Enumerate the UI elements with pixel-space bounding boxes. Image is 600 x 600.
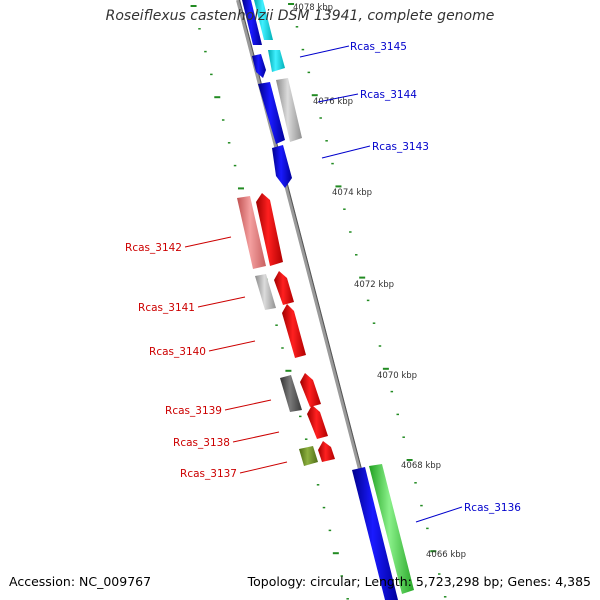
leader-line-rcas-3141 — [197, 296, 246, 308]
feature-pink[interactable] — [237, 196, 266, 269]
leader-line-rcas-3138 — [232, 431, 280, 443]
feature-blue[interactable] — [272, 145, 292, 188]
leader-line-rcas-3137 — [239, 461, 288, 474]
feature-blue[interactable] — [258, 82, 285, 144]
gene-label-rcas-3139[interactable]: Rcas_3139 — [165, 405, 222, 417]
feature-red[interactable] — [274, 271, 294, 305]
feature-cyan[interactable] — [254, 0, 273, 40]
feature-green[interactable] — [369, 464, 414, 594]
ruler-label-4066: 4066 kbp — [426, 550, 466, 560]
feature-red[interactable] — [300, 373, 321, 407]
gene-label-rcas-3145[interactable]: Rcas_3145 — [350, 41, 407, 53]
genome-stats-text: Topology: circular; Length: 5,723,298 bp… — [247, 574, 591, 589]
ruler-label-4078: 4078 kbp — [293, 3, 333, 13]
feature-olive[interactable] — [299, 446, 318, 466]
feature-blue[interactable] — [242, 0, 262, 45]
ruler-label-4068: 4068 kbp — [401, 461, 441, 471]
feature-gray[interactable] — [276, 78, 302, 142]
feature-dark-gray[interactable] — [280, 375, 302, 412]
leader-line-rcas-3142 — [184, 236, 232, 248]
gene-label-rcas-3137[interactable]: Rcas_3137 — [180, 468, 237, 480]
feature-red[interactable] — [282, 304, 306, 358]
gene-label-rcas-3143[interactable]: Rcas_3143 — [372, 141, 429, 153]
accession-text: Accession: NC_009767 — [9, 574, 152, 589]
gene-label-rcas-3136[interactable]: Rcas_3136 — [464, 502, 521, 514]
ruler-label-4070: 4070 kbp — [377, 371, 417, 381]
feature-gray[interactable] — [255, 274, 276, 310]
feature-red[interactable] — [307, 405, 328, 439]
leader-line-rcas-3144 — [317, 93, 359, 103]
genome-title: Roseiflexus castenholzii DSM 13941, comp… — [105, 8, 495, 24]
gene-label-rcas-3138[interactable]: Rcas_3138 — [173, 437, 230, 449]
leader-line-rcas-3143 — [321, 145, 371, 159]
feature-blue[interactable] — [252, 54, 266, 78]
leader-line-rcas-3136 — [415, 506, 463, 523]
gene-label-rcas-3141[interactable]: Rcas_3141 — [138, 302, 195, 314]
leader-line-rcas-3139 — [224, 399, 272, 411]
feature-red[interactable] — [256, 193, 283, 266]
feature-blue[interactable] — [352, 467, 398, 600]
feature-cyan[interactable] — [268, 50, 285, 72]
ruler-label-4074: 4074 kbp — [332, 188, 372, 198]
ruler-label-4076: 4076 kbp — [313, 97, 353, 107]
gene-label-rcas-3144[interactable]: Rcas_3144 — [360, 89, 417, 101]
leader-line-rcas-3145 — [299, 45, 350, 58]
gene-label-rcas-3140[interactable]: Rcas_3140 — [149, 346, 206, 358]
leader-line-rcas-3140 — [208, 340, 256, 352]
ruler-label-4072: 4072 kbp — [354, 280, 394, 290]
feature-red[interactable] — [318, 441, 335, 462]
gene-label-rcas-3142[interactable]: Rcas_3142 — [125, 242, 182, 254]
